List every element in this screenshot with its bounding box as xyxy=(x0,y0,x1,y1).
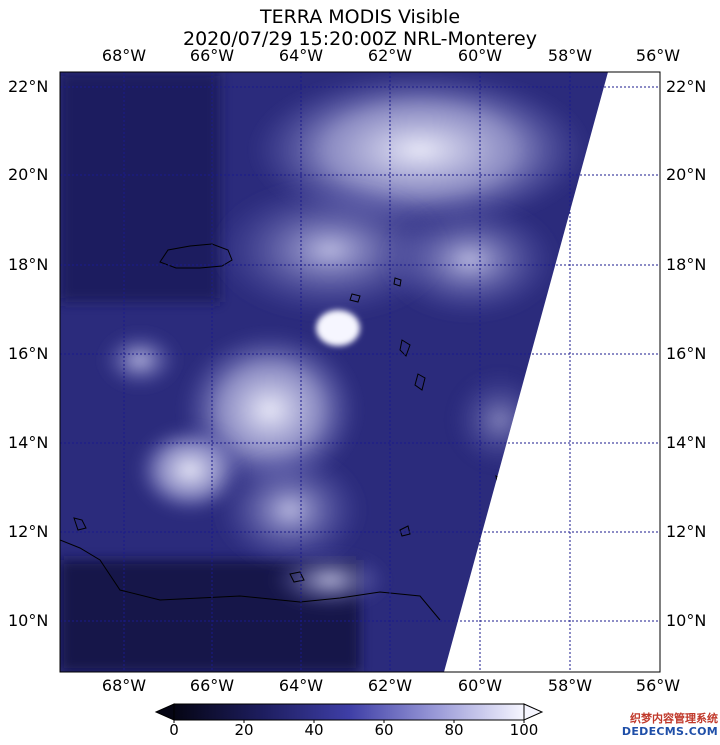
title-line-2: 2020/07/29 15:20:00Z NRL-Monterey xyxy=(183,28,537,50)
lat-label-left-10n: 10°N xyxy=(8,611,49,630)
lon-label-top-68w: 68°W xyxy=(101,46,147,65)
lon-label-bottom-60w: 60°W xyxy=(457,676,503,695)
lat-label-left-12n: 12°N xyxy=(8,522,49,541)
lat-label-right-12n: 12°N xyxy=(666,522,707,541)
guadeloupe-outline xyxy=(399,339,411,357)
colorbar-tick-20: 20 xyxy=(234,721,254,739)
lat-label-left-16n: 16°N xyxy=(8,344,49,363)
lon-label-top-60w: 60°W xyxy=(457,46,503,65)
lat-label-right-18n: 18°N xyxy=(666,255,707,274)
lat-label-right-14n: 14°N xyxy=(666,433,707,452)
graticule xyxy=(60,72,660,672)
lat-label-right-16n: 16°N xyxy=(666,344,707,363)
lat-label-left-18n: 18°N xyxy=(8,255,49,274)
lon-label-bottom-58w: 58°W xyxy=(547,676,593,695)
lon-label-top-58w: 58°W xyxy=(547,46,593,65)
lon-label-bottom-64w: 64°W xyxy=(278,676,324,695)
lon-label-bottom-68w: 68°W xyxy=(101,676,147,695)
lon-label-bottom-66w: 66°W xyxy=(189,676,235,695)
lat-label-left-20n: 20°N xyxy=(8,165,49,184)
lon-label-top-64w: 64°W xyxy=(278,46,324,65)
lon-label-top-56w: 56°W xyxy=(635,46,681,65)
colorbar-extend-low xyxy=(154,703,175,721)
colorbar-gradient xyxy=(173,703,525,721)
lon-label-top-62w: 62°W xyxy=(367,46,413,65)
margarita-outline xyxy=(289,571,305,583)
lat-label-right-20n: 20°N xyxy=(666,165,707,184)
saba-outline xyxy=(349,293,361,303)
colorbar-tick-60: 60 xyxy=(374,721,394,739)
colorbar-tick-80: 80 xyxy=(444,721,464,739)
lon-label-top-66w: 66°W xyxy=(189,46,235,65)
barbuda-outline xyxy=(393,277,402,287)
watermark-line-1: 织梦内容管理系统 xyxy=(630,712,718,725)
lon-label-bottom-56w: 56°W xyxy=(635,676,681,695)
colorbar-extend-high xyxy=(523,703,544,721)
martinique-outline xyxy=(414,373,426,391)
title-line-1: TERRA MODIS Visible xyxy=(259,6,461,28)
map-border xyxy=(59,71,661,673)
south-america-coast xyxy=(60,539,441,621)
watermark-line-2: DEDECMS.COM xyxy=(621,725,718,738)
puerto-rico-outline xyxy=(159,243,233,269)
lat-label-right-10n: 10°N xyxy=(666,611,707,630)
grenada-outline xyxy=(399,525,411,537)
lat-label-right-22n: 22°N xyxy=(666,77,707,96)
watermark: 织梦内容管理系统 DEDECMS.COM xyxy=(608,712,718,738)
lon-label-bottom-62w: 62°W xyxy=(367,676,413,695)
lat-label-left-14n: 14°N xyxy=(8,433,49,452)
colorbar xyxy=(154,703,544,723)
lat-label-left-22n: 22°N xyxy=(8,77,49,96)
colorbar-tick-100: 100 xyxy=(509,721,539,739)
aruba-outline xyxy=(73,517,87,531)
colorbar-tick-0: 0 xyxy=(169,721,179,739)
colorbar-tick-40: 40 xyxy=(304,721,324,739)
